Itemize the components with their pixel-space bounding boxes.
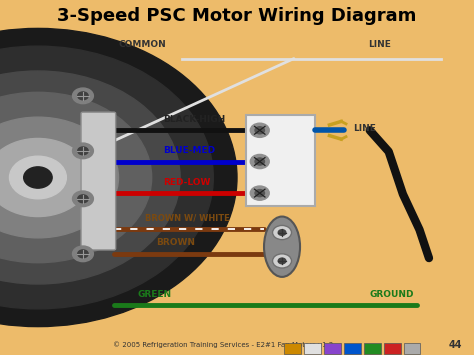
Circle shape (278, 258, 286, 264)
Bar (246, 115, 315, 206)
Text: LINE: LINE (368, 40, 391, 49)
Circle shape (78, 147, 88, 155)
Circle shape (273, 254, 292, 268)
Bar (304, 343, 321, 354)
Bar (324, 343, 341, 354)
Circle shape (24, 167, 52, 188)
Circle shape (250, 123, 269, 137)
Text: COMMON: COMMON (118, 40, 166, 49)
Circle shape (78, 250, 88, 258)
Bar (344, 343, 361, 354)
Circle shape (78, 92, 88, 100)
Text: BROWN: BROWN (156, 239, 195, 247)
Circle shape (78, 195, 88, 203)
Circle shape (250, 186, 269, 200)
Text: GROUND: GROUND (370, 290, 414, 299)
Circle shape (255, 158, 264, 165)
Bar (364, 343, 381, 354)
Text: 3-Speed PSC Motor Wiring Diagram: 3-Speed PSC Motor Wiring Diagram (57, 7, 417, 25)
Circle shape (273, 225, 292, 240)
Circle shape (9, 156, 66, 199)
Bar (284, 343, 301, 354)
Circle shape (73, 246, 93, 262)
Text: GREEN: GREEN (137, 290, 172, 299)
Circle shape (255, 127, 264, 134)
Text: RED-LOW: RED-LOW (164, 178, 211, 187)
Circle shape (73, 191, 93, 207)
Text: LINE: LINE (353, 124, 376, 133)
Circle shape (0, 46, 213, 309)
FancyBboxPatch shape (81, 112, 116, 250)
Text: 44: 44 (448, 340, 462, 350)
Text: © 2005 Refrigeration Training Services - E2#1 Fan Motors v1.2: © 2005 Refrigeration Training Services -… (113, 342, 333, 348)
Circle shape (0, 117, 118, 238)
Bar (404, 343, 420, 354)
Text: BLUE-MED: BLUE-MED (164, 146, 216, 155)
Circle shape (250, 154, 269, 169)
Ellipse shape (264, 217, 300, 277)
Circle shape (255, 190, 264, 197)
Text: BLACK-HIGH: BLACK-HIGH (164, 115, 226, 124)
Text: BROWN W/ WHITE: BROWN W/ WHITE (145, 214, 229, 223)
Circle shape (73, 143, 93, 159)
Bar (384, 343, 401, 354)
Circle shape (0, 71, 180, 284)
Circle shape (0, 28, 237, 327)
Circle shape (0, 138, 90, 217)
Circle shape (278, 230, 286, 235)
Circle shape (73, 88, 93, 104)
Circle shape (0, 92, 152, 263)
